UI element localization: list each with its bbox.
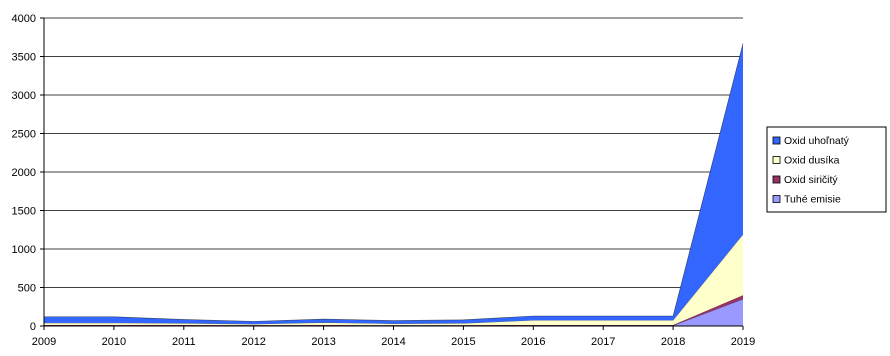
y-tick-label: 1500 (12, 206, 36, 218)
y-tick-label: 4000 (12, 13, 36, 25)
x-tick-label: 2017 (591, 336, 615, 348)
x-tick-label: 2012 (241, 336, 265, 348)
area-series-3 (44, 43, 743, 325)
y-tick-label: 500 (18, 283, 36, 295)
x-tick-label: 2016 (521, 336, 545, 348)
y-tick-label: 3000 (12, 90, 36, 102)
legend-label: Oxid siričitý (784, 174, 838, 186)
legend: Oxid uhoľnatý Oxid dusíka Oxid siričitý Tuh… (766, 126, 887, 213)
x-tick-label: 2018 (661, 336, 685, 348)
legend-label: Oxid uhoľnatý (784, 135, 850, 147)
area-series-2 (44, 234, 743, 326)
legend-swatch (772, 136, 781, 145)
y-tick-label: 3500 (12, 52, 36, 64)
y-tick-label: 0 (30, 321, 36, 333)
legend-swatch (772, 156, 781, 164)
legend-swatch (772, 175, 781, 184)
grid-lines (44, 17, 743, 288)
area-series-edge-2 (44, 234, 744, 325)
x-tick-label: 2019 (731, 336, 755, 348)
area-series (44, 43, 744, 326)
legend-box (766, 126, 887, 213)
legend-label: Oxid dusíka (784, 155, 840, 167)
area-series-edge-3 (44, 43, 744, 322)
x-tick-label: 2015 (451, 336, 475, 348)
x-tick-label: 2013 (311, 336, 335, 348)
x-tick-label: 2011 (172, 336, 196, 348)
y-tick-label: 2000 (12, 167, 36, 179)
legend-swatch (772, 195, 781, 203)
x-tick-label: 2009 (32, 336, 56, 348)
y-tick-label: 1000 (12, 244, 36, 256)
axes: 0 500 1000 1500 2000 2500 3000 3500 4000 2009 2010… (12, 13, 756, 348)
legend-label: Tuhé emisie (784, 194, 841, 206)
y-tick-label: 2500 (12, 129, 36, 141)
x-tick-label: 2014 (381, 336, 405, 348)
x-tick-label: 2010 (102, 336, 126, 348)
